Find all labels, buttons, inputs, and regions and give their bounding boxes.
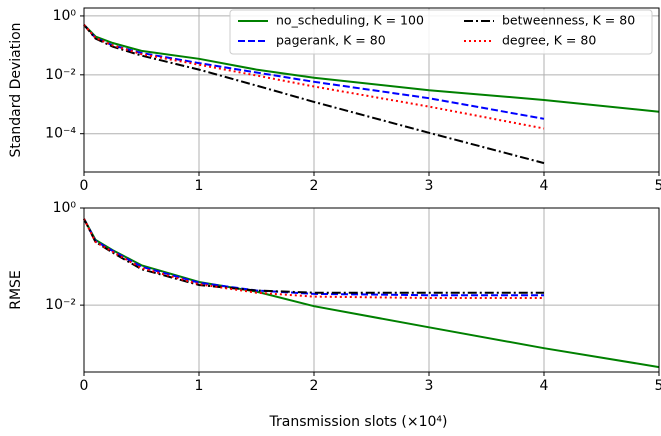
legend: no_scheduling, K = 100 pagerank, K = 80 be… — [229, 9, 653, 55]
legend-label: degree, K = 80 — [502, 33, 596, 48]
plot-frame — [83, 207, 660, 373]
plot-frame — [83, 7, 660, 173]
x-tick-label: 4 — [540, 378, 549, 394]
y-tick-label: 10⁰ — [53, 8, 77, 24]
x-tick-label: 5 — [655, 378, 661, 394]
x-tick-label: 2 — [310, 178, 319, 194]
y-tick-label: 10⁰ — [53, 200, 77, 216]
series-line — [83, 24, 660, 113]
y-tick-label: 10⁻² — [45, 297, 76, 313]
x-tick-label: 0 — [80, 178, 89, 194]
y-tick-label: 10⁻² — [45, 67, 76, 83]
x-tick-label: 0 — [80, 378, 89, 394]
legend-label: betweenness, K = 80 — [502, 13, 635, 28]
legend-label: pagerank, K = 80 — [276, 33, 386, 48]
legend-label: no_scheduling, K = 100 — [276, 13, 424, 28]
x-tick-label: 2 — [310, 378, 319, 394]
x-tick-label: 3 — [425, 378, 434, 394]
series-line — [83, 218, 544, 294]
series-line — [83, 24, 545, 165]
x-tick-label: 5 — [655, 178, 661, 194]
x-tick-label: 4 — [540, 178, 549, 194]
x-tick-label: 3 — [425, 178, 434, 194]
x-tick-label: 1 — [195, 378, 204, 394]
legend-box — [229, 9, 653, 55]
y-axis-label: RMSE — [8, 270, 24, 310]
x-tick-label: 1 — [195, 178, 204, 194]
y-tick-label: 10⁻⁴ — [45, 126, 76, 142]
y-axis-label: Standard Deviation — [8, 22, 24, 157]
series-line — [83, 218, 544, 299]
x-axis-label: Transmission slots (×10⁴) — [269, 414, 448, 430]
